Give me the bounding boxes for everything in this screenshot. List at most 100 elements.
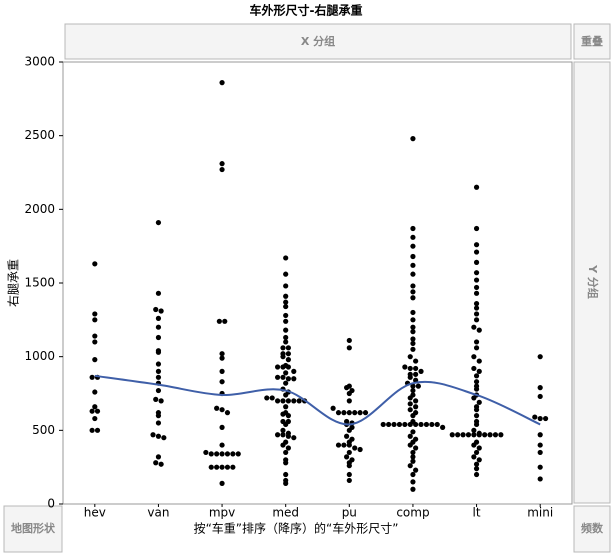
data-point <box>155 334 162 341</box>
data-point <box>407 395 413 401</box>
data-point <box>219 161 225 167</box>
data-point <box>476 368 482 374</box>
data-point <box>219 442 225 448</box>
data-point <box>155 420 162 426</box>
data-point <box>161 435 167 441</box>
data-point <box>283 334 289 341</box>
data-point <box>476 432 482 438</box>
data-point <box>537 432 543 438</box>
data-point <box>410 253 416 260</box>
data-point <box>219 80 225 86</box>
data-point <box>230 451 236 457</box>
data-point <box>296 398 302 404</box>
data-point <box>203 449 209 456</box>
data-point <box>418 421 424 428</box>
data-point <box>285 376 291 382</box>
data-point <box>92 389 98 395</box>
data-point <box>473 284 480 291</box>
data-point <box>346 427 352 433</box>
plot-frame <box>62 61 573 505</box>
data-point <box>280 398 286 404</box>
data-point <box>155 315 162 321</box>
data-point <box>208 451 214 457</box>
data-point <box>429 421 435 428</box>
data-point <box>410 471 416 478</box>
data-point <box>471 324 477 330</box>
data-point <box>92 261 98 267</box>
data-point <box>407 421 413 428</box>
data-point <box>291 435 297 441</box>
data-point <box>335 410 342 416</box>
data-point <box>153 460 159 466</box>
data-point <box>473 461 480 467</box>
data-point <box>410 413 416 419</box>
x-group-zone[interactable] <box>64 23 572 60</box>
data-point <box>346 410 352 416</box>
data-point <box>537 442 543 448</box>
data-point <box>476 358 482 364</box>
data-point <box>283 303 289 310</box>
data-point <box>410 340 416 347</box>
data-point <box>155 290 162 296</box>
map-shape-zone[interactable] <box>3 505 63 553</box>
data-point <box>158 308 164 314</box>
data-point <box>413 421 419 428</box>
data-point <box>471 442 477 448</box>
data-point <box>413 445 419 451</box>
data-point <box>283 421 289 428</box>
data-point <box>410 324 416 330</box>
data-point <box>264 395 270 401</box>
data-point <box>410 295 416 301</box>
data-point <box>346 471 352 478</box>
data-point <box>410 329 416 335</box>
data-point <box>410 346 416 352</box>
data-point <box>357 410 363 416</box>
data-point <box>410 262 416 268</box>
data-point <box>283 380 289 386</box>
data-point <box>283 312 289 319</box>
data-point <box>235 451 241 457</box>
data-point <box>341 442 347 448</box>
overlap-zone[interactable] <box>573 23 611 60</box>
data-point <box>537 415 543 422</box>
data-point <box>344 433 350 439</box>
data-point <box>224 464 231 470</box>
data-point <box>410 486 416 492</box>
data-point <box>537 449 543 456</box>
data-point <box>280 411 286 417</box>
data-point <box>471 365 477 372</box>
data-point <box>410 225 416 232</box>
data-point <box>155 361 162 367</box>
smoother-line <box>94 374 541 426</box>
data-point <box>492 432 499 438</box>
x-tick-label: mpv <box>209 506 235 520</box>
data-point <box>352 410 358 416</box>
data-point <box>219 407 225 413</box>
data-point <box>346 463 352 469</box>
data-point <box>473 225 480 232</box>
y-group-zone[interactable] <box>573 61 611 504</box>
data-point <box>476 399 482 405</box>
data-point <box>346 398 352 404</box>
x-tick-label: mini <box>527 506 553 520</box>
data-point <box>158 461 164 467</box>
data-point <box>410 336 416 342</box>
data-point <box>440 424 446 430</box>
data-point <box>155 387 162 394</box>
y-axis-title: 右腿承重 <box>6 259 21 307</box>
frequency-zone[interactable] <box>573 505 611 553</box>
data-point <box>92 415 98 422</box>
data-point <box>471 432 477 438</box>
data-point <box>92 339 98 345</box>
data-point <box>274 432 281 438</box>
data-point <box>283 480 289 486</box>
data-point <box>285 357 291 363</box>
data-point <box>158 398 164 404</box>
data-point <box>413 398 419 404</box>
data-point <box>410 317 416 323</box>
data-point <box>92 311 98 317</box>
data-point <box>219 368 225 374</box>
data-point <box>410 479 416 485</box>
data-point <box>471 354 477 360</box>
data-point <box>482 432 488 438</box>
